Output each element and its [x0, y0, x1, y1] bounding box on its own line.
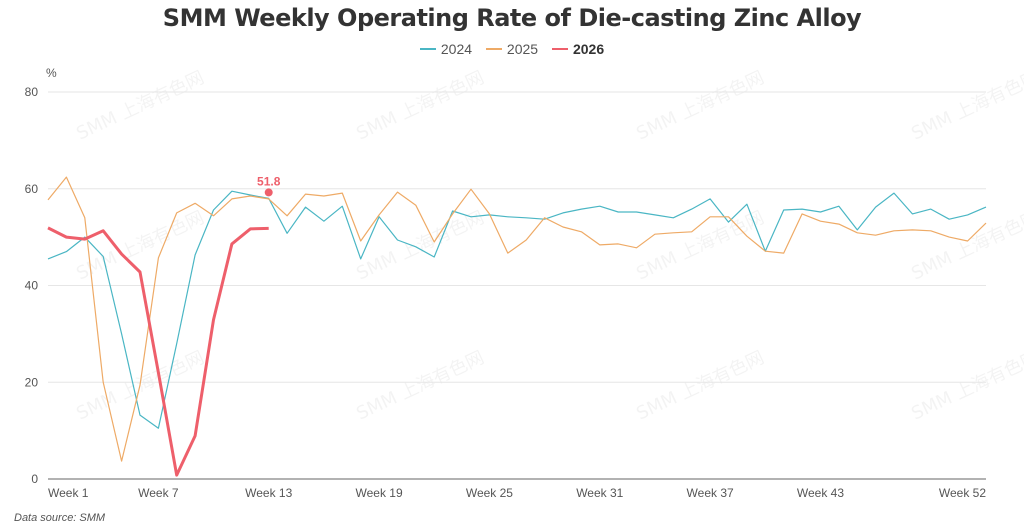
legend-swatch-2024 — [419, 48, 436, 51]
watermark: SMM 上海有色网 — [353, 207, 487, 284]
y-tick-label: 60 — [25, 182, 39, 196]
x-tick-label: Week 43 — [797, 486, 844, 500]
x-tick-label: Week 31 — [576, 486, 623, 500]
x-tick-label: Week 37 — [687, 486, 734, 500]
series-lines — [47, 176, 987, 477]
legend-label-2025: 2025 — [506, 41, 539, 57]
legend-label-2024: 2024 — [440, 41, 473, 57]
y-tick-label: 40 — [25, 279, 39, 293]
series-line-2026[interactable] — [47, 226, 269, 477]
watermark: SMM 上海有色网 — [633, 347, 767, 424]
x-axis-ticks: Week 1 Week 7 Week 13 Week 19 Week 25 Week 31… — [48, 486, 986, 500]
y-tick-label: 0 — [31, 472, 38, 486]
watermark: SMM 上海有色网 — [73, 67, 207, 144]
y-axis-ticks: 0 20 40 60 80 — [25, 85, 39, 486]
series-line-2024[interactable] — [47, 190, 987, 429]
x-tick-label: Week 52 — [939, 486, 986, 500]
y-axis-unit: % — [46, 66, 57, 80]
legend-item-2025[interactable]: 2025 — [485, 41, 539, 57]
data-source: Data source: SMM — [14, 512, 106, 524]
y-tick-label: 20 — [25, 375, 39, 389]
watermark: SMM 上海有色网 — [908, 207, 1024, 284]
series-line-2025[interactable] — [47, 176, 987, 462]
annotations: 51.8 — [257, 174, 281, 197]
chart-title: SMM Weekly Operating Rate of Die-casting… — [162, 4, 862, 32]
annotation-label: 51.8 — [257, 174, 281, 188]
legend-item-2026[interactable]: 2026 — [551, 41, 605, 57]
x-tick-label: Week 25 — [466, 486, 513, 500]
legend-label-2026: 2026 — [572, 41, 605, 57]
watermark: SMM 上海有色网 — [908, 67, 1024, 144]
legend-item-2024[interactable]: 2024 — [419, 41, 473, 57]
x-tick-label: Week 7 — [138, 486, 179, 500]
watermark-layer: SMM 上海有色网 SMM 上海有色网 SMM 上海有色网 SMM 上海有色网 SMM … — [73, 67, 1024, 424]
legend: 2024 2025 2026 — [0, 41, 1024, 57]
watermark: SMM 上海有色网 — [633, 207, 767, 284]
y-tick-label: 80 — [25, 85, 39, 99]
watermark: SMM 上海有色网 — [353, 67, 487, 144]
x-tick-label: Week 19 — [355, 486, 402, 500]
x-tick-label: Week 13 — [245, 486, 292, 500]
x-tick-label: Week 1 — [48, 486, 89, 500]
annotation-marker — [264, 188, 273, 197]
legend-swatch-2025 — [485, 48, 502, 51]
watermark: SMM 上海有色网 — [908, 347, 1024, 424]
watermark: SMM 上海有色网 — [633, 67, 767, 144]
watermark: SMM 上海有色网 — [353, 347, 487, 424]
legend-swatch-2026 — [551, 48, 568, 51]
